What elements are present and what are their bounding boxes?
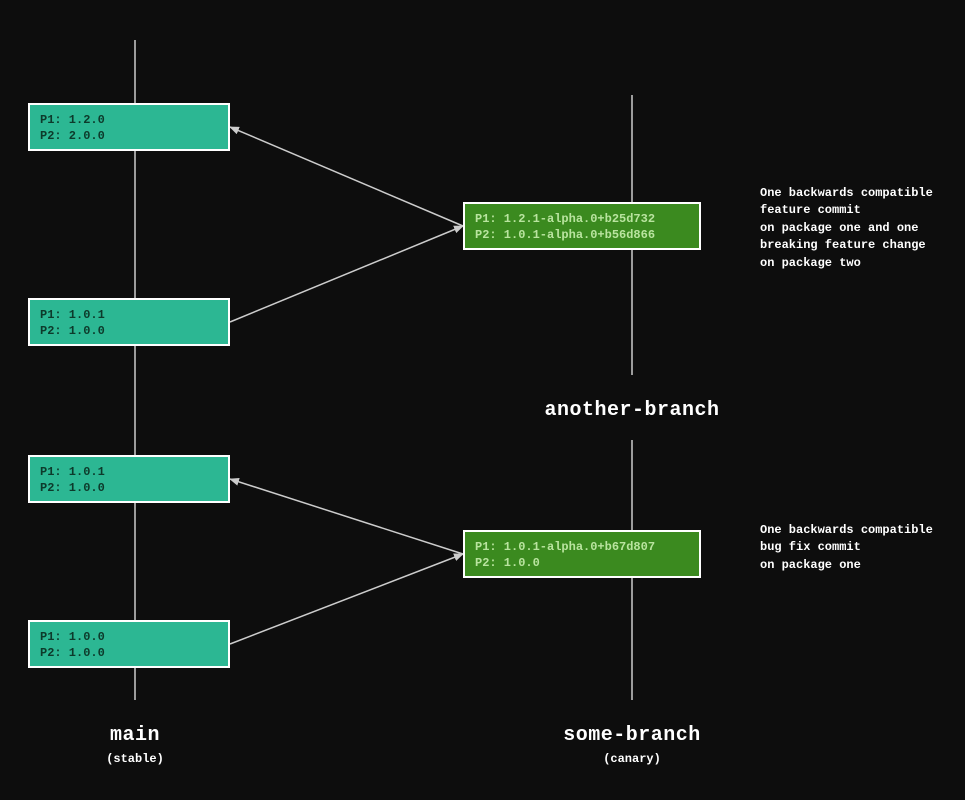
node-main_2: P1: 1.0.1P2: 1.0.0 [28,455,230,503]
node-main_4-line2: P2: 2.0.0 [40,128,218,144]
branch-title-main: main [15,724,255,747]
caption-ab_caption: One backwards compatible feature commit … [760,185,933,272]
arrow-2 [230,554,463,644]
node-sb_1: P1: 1.0.1-alpha.0+b67d807P2: 1.0.0 [463,530,701,578]
node-main_2-line2: P2: 1.0.0 [40,480,218,496]
node-main_1: P1: 1.0.0P2: 1.0.0 [28,620,230,668]
node-ab_1-line1: P1: 1.2.1-alpha.0+b25d732 [475,211,689,227]
node-main_1-line1: P1: 1.0.0 [40,629,218,645]
node-ab_1: P1: 1.2.1-alpha.0+b25d732P2: 1.0.1-alpha… [463,202,701,250]
branch-title-another: another-branch [512,399,752,422]
node-main_4: P1: 1.2.0P2: 2.0.0 [28,103,230,151]
node-ab_1-line2: P2: 1.0.1-alpha.0+b56d866 [475,227,689,243]
node-main_2-line1: P1: 1.0.1 [40,464,218,480]
node-main_3-line1: P1: 1.0.1 [40,307,218,323]
caption-sb_caption: One backwards compatible bug fix commit … [760,522,933,574]
node-main_1-line2: P2: 1.0.0 [40,645,218,661]
node-main_3-line2: P2: 1.0.0 [40,323,218,339]
node-main_3: P1: 1.0.1P2: 1.0.0 [28,298,230,346]
arrow-1 [230,127,463,226]
branch-subtitle-main: (stable) [15,752,255,766]
diagram-canvas: main (stable) another-branch some-branch (ca… [0,0,965,800]
node-sb_1-line1: P1: 1.0.1-alpha.0+b67d807 [475,539,689,555]
branch-subtitle-some: (canary) [512,752,752,766]
branch-title-some: some-branch [512,724,752,747]
node-main_4-line1: P1: 1.2.0 [40,112,218,128]
node-sb_1-line2: P2: 1.0.0 [475,555,689,571]
arrow-0 [230,226,463,322]
arrow-3 [230,479,463,554]
